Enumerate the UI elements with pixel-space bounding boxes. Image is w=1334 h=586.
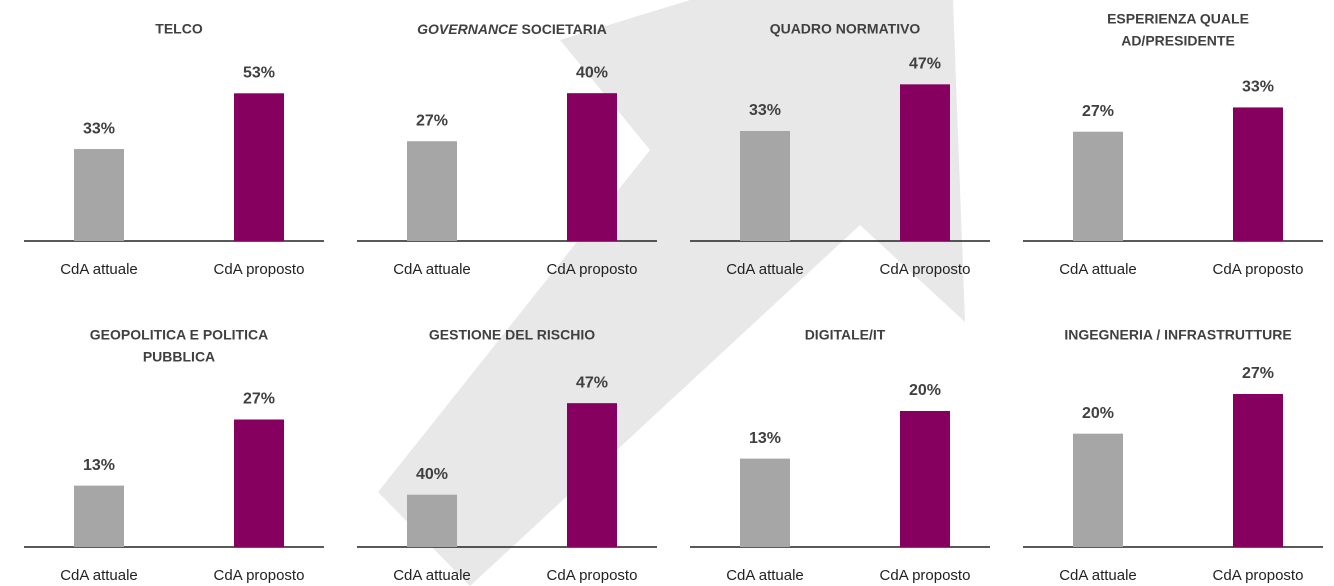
category-label: CdA proposto <box>1213 261 1304 278</box>
bar <box>407 141 457 241</box>
value-label: 13% <box>749 430 781 447</box>
bar <box>900 84 950 241</box>
category-label: CdA proposto <box>880 567 971 584</box>
bar <box>1233 394 1283 547</box>
bar <box>567 403 617 547</box>
background-arrow <box>378 0 965 586</box>
bar <box>234 93 284 242</box>
category-label: CdA attuale <box>393 261 471 278</box>
panel-title: GEOPOLITICA E POLITICA <box>90 327 268 343</box>
category-label: CdA proposto <box>880 261 971 278</box>
panel-title: QUADRO NORMATIVO <box>770 21 921 37</box>
value-label: 53% <box>243 65 275 82</box>
category-label: CdA proposto <box>214 567 305 584</box>
category-label: CdA proposto <box>547 567 638 584</box>
category-label: CdA attuale <box>60 261 138 278</box>
bar <box>1073 433 1123 547</box>
category-label: CdA attuale <box>1059 261 1137 278</box>
bar <box>740 458 790 547</box>
value-label: 27% <box>1082 103 1114 120</box>
value-label: 40% <box>416 466 448 483</box>
value-label: 47% <box>909 56 941 73</box>
bar <box>234 419 284 547</box>
value-label: 40% <box>576 64 608 81</box>
value-label: 47% <box>576 374 608 391</box>
panel-title: DIGITALE/IT <box>805 327 886 343</box>
value-label: 27% <box>1242 365 1274 382</box>
bar <box>407 494 457 547</box>
category-label: CdA proposto <box>1213 567 1304 584</box>
value-label: 33% <box>749 102 781 119</box>
panel-title: AD/PRESIDENTE <box>1121 33 1235 49</box>
bar <box>74 149 124 241</box>
value-label: 20% <box>1082 405 1114 422</box>
bar <box>1233 107 1283 241</box>
category-label: CdA proposto <box>214 261 305 278</box>
category-label: CdA proposto <box>547 261 638 278</box>
bar <box>900 411 950 547</box>
panel-title: GOVERNANCE SOCIETARIA <box>417 21 607 37</box>
value-label: 33% <box>83 120 115 137</box>
bar <box>740 131 790 241</box>
bar <box>567 93 617 241</box>
bar <box>1073 131 1123 241</box>
category-label: CdA attuale <box>726 567 804 584</box>
category-label: CdA attuale <box>1059 567 1137 584</box>
value-label: 33% <box>1242 79 1274 96</box>
value-label: 13% <box>83 457 115 474</box>
value-label: 27% <box>243 391 275 408</box>
panel-title: INGEGNERIA / INFRASTRUTTURE <box>1064 327 1291 343</box>
panel-title: GESTIONE DEL RISCHIO <box>429 327 595 343</box>
panel-title: ESPERIENZA QUALE <box>1107 11 1249 27</box>
panel-title-italic: GOVERNANCE <box>417 21 518 37</box>
category-label: CdA attuale <box>60 567 138 584</box>
category-label: CdA attuale <box>726 261 804 278</box>
panel-title-rest: SOCIETARIA <box>522 21 607 37</box>
panel-title: TELCO <box>155 21 203 37</box>
bar <box>74 485 124 547</box>
panel-title: PUBBLICA <box>143 349 215 365</box>
value-label: 20% <box>909 382 941 399</box>
value-label: 27% <box>416 112 448 129</box>
category-label: CdA attuale <box>393 567 471 584</box>
